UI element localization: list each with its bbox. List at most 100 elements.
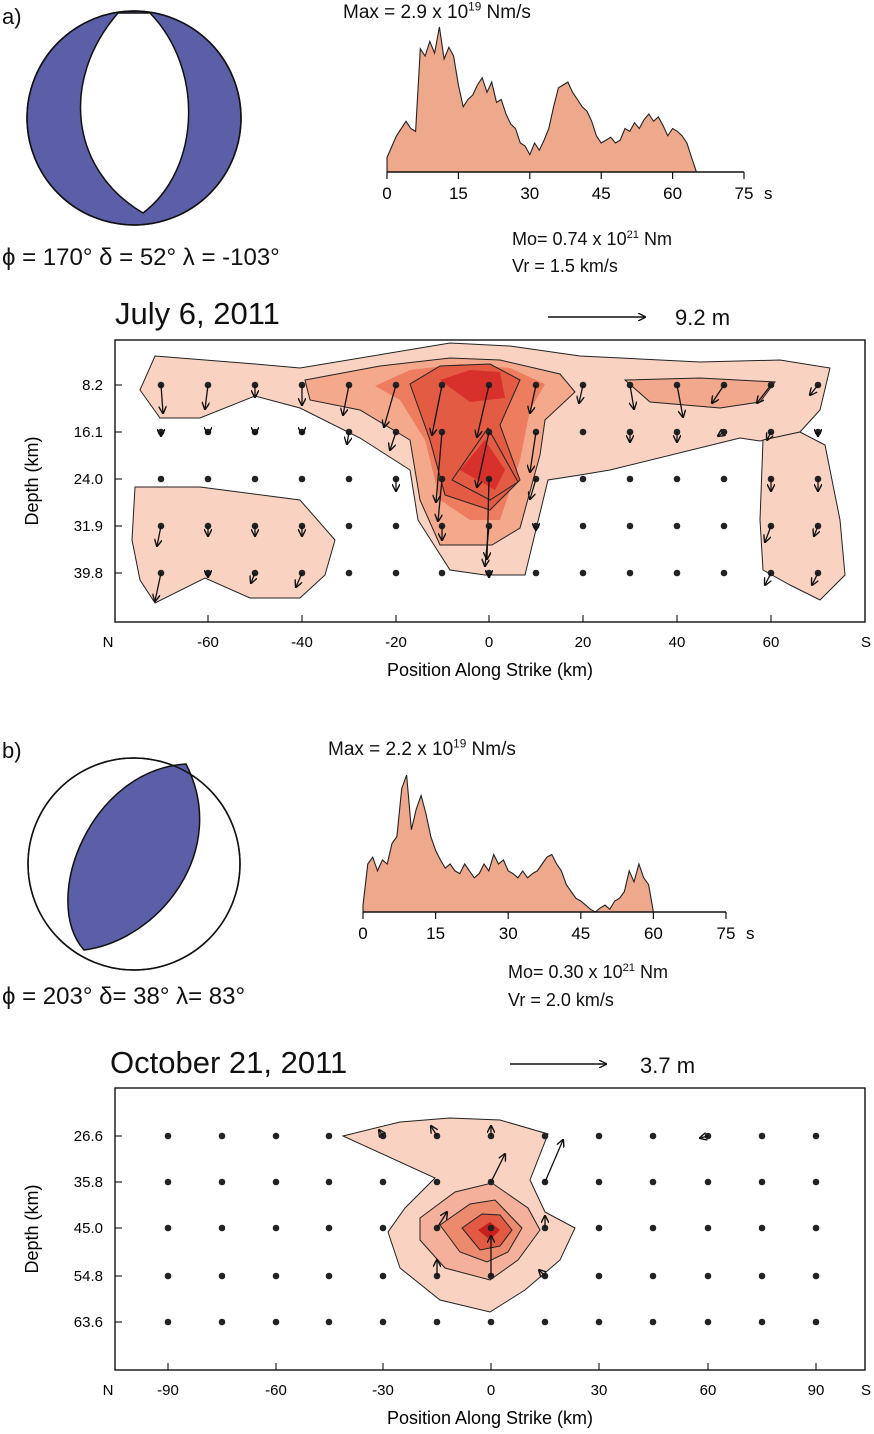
- panel-a-slip-scale-label: 9.2 m: [675, 305, 731, 330]
- panel-b-slip-arrow: [379, 1130, 383, 1136]
- panel-b-y-tick-label: 35.8: [74, 1174, 103, 1191]
- panel-b-focal-params: ϕ = 203° δ= 38° λ= 83°: [2, 983, 246, 1010]
- panel-b-subfault-marker: [704, 1178, 712, 1186]
- panel-b-subfault-marker: [379, 1272, 387, 1280]
- panel-a-subfault-marker: [579, 475, 587, 483]
- panel-b-slip-arrow: [700, 1136, 709, 1138]
- panel-a-slip-arrow: [767, 431, 771, 440]
- panel-b-subfault-marker: [272, 1224, 280, 1232]
- panel-a-slip-arrow: [161, 384, 163, 413]
- panel-b-slip-arrow: [539, 1270, 545, 1276]
- panel-b-subfault-marker: [325, 1132, 333, 1140]
- panel-a-stf-tick-label: 15: [449, 184, 468, 203]
- panel-a-slip-arrow: [530, 478, 537, 499]
- panel-a-x-tick-label: 20: [575, 634, 592, 651]
- panel-a-subfault-marker: [673, 569, 681, 577]
- panel-b-subfault-marker: [164, 1178, 172, 1186]
- panel-a-label: a): [2, 4, 22, 29]
- panel-b-rupture-velocity: Vr = 2.0 km/s: [508, 990, 614, 1010]
- panel-b-subfault-marker: [164, 1132, 172, 1140]
- panel-a-seismic-moment: Mo= 0.74 x 1021 Nm: [512, 229, 672, 249]
- panel-a-subfault-marker: [626, 475, 634, 483]
- panel-b-axes: 26.6 35.8 45.0 54.8 63.6 -90 -60 -30 0 30 60 90 N S Po…: [22, 1128, 871, 1428]
- panel-a-slip-contour-1c: [131, 486, 336, 604]
- panel-a-stf-tick-label: 60: [663, 184, 682, 203]
- panel-a-subfault-marker: [720, 522, 728, 530]
- panel-b-subfault-marker: [164, 1318, 172, 1326]
- panel-a-stf-tick-label: 30: [520, 184, 539, 203]
- panel-a-slip-arrow: [579, 384, 583, 403]
- panel-b-stf-tick-label: 0: [358, 924, 367, 943]
- panel-a-stf-area: [386, 26, 698, 173]
- panel-b-seismic-moment: Mo= 0.30 x 1021 Nm: [508, 962, 668, 982]
- panel-a-axes: 8.2 16.1 24.0 31.9 39.8 -60 -40 -20 0 20 40 60 N S Pos…: [22, 377, 871, 680]
- panel-a-subfault-marker: [626, 569, 634, 577]
- panel-b-y-tick-label: 26.6: [74, 1128, 103, 1145]
- panel-b-subfault-marker: [649, 1224, 657, 1232]
- panel-a-subfault-marker: [298, 475, 306, 483]
- panel-b-subfault-marker: [649, 1272, 657, 1280]
- panel-a-subfault-marker: [626, 522, 634, 530]
- panel-b-subfault-marker: [758, 1132, 766, 1140]
- panel-a-y-axis-title: Depth (km): [22, 436, 42, 525]
- panel-b-subfault-marker: [595, 1272, 603, 1280]
- panel-b-subfault-marker: [218, 1178, 226, 1186]
- panel-a-slip-arrow: [765, 525, 772, 542]
- panel-b-x-tick-label: -60: [265, 1382, 287, 1399]
- panel-b-subfault-marker: [812, 1132, 820, 1140]
- panel-b-stf-tick-label: 45: [571, 924, 590, 943]
- panel-b-x-end-north: N: [103, 1382, 114, 1399]
- panel-a-subfault-marker: [720, 475, 728, 483]
- panel-b-subfault-marker: [541, 1318, 549, 1326]
- panel-b-subfault-marker: [164, 1224, 172, 1232]
- panel-a-x-end-north: N: [103, 634, 114, 651]
- panel-b-subfault-marker: [325, 1318, 333, 1326]
- panel-a-x-tick-label: 60: [763, 634, 780, 651]
- panel-b-x-end-south: S: [861, 1382, 871, 1399]
- panel-a-slip-arrow: [485, 525, 489, 566]
- panel-a-x-tick-label: -20: [385, 634, 407, 651]
- panel-b-subfault-marker: [379, 1318, 387, 1326]
- panel-a-beachball-dilatation: [79, 12, 190, 214]
- panel-b-x-tick-label: 90: [808, 1382, 825, 1399]
- panel-a-slip-arrow: [810, 384, 819, 395]
- panel-b-max-moment-rate: Max = 2.2 x 1019 Nm/s: [328, 737, 516, 760]
- panel-a-source-time-function: 0 15 30 45 60 75 s: [382, 26, 773, 203]
- panel-b-beachball-compression: [67, 763, 201, 951]
- panel-b-x-tick-label: 0: [487, 1382, 495, 1399]
- panel-a-subfault-marker: [532, 569, 540, 577]
- panel-b-subfault-marker: [272, 1318, 280, 1326]
- panel-a-slip-arrow: [205, 384, 208, 409]
- panel-b-subfault-marker: [812, 1224, 820, 1232]
- panel-a-slip-contour-5: [440, 370, 505, 402]
- panel-b-subfault-marker: [758, 1318, 766, 1326]
- panel-a-x-tick-label: 0: [485, 634, 493, 651]
- panel-a-slip-arrow: [712, 384, 725, 403]
- panel-a-y-tick-label: 8.2: [82, 377, 103, 394]
- panel-a-x-end-south: S: [861, 634, 871, 651]
- panel-a-subfault-marker: [392, 522, 400, 530]
- panel-a-slip-arrow: [251, 572, 255, 583]
- panel-a-slip-arrow: [814, 525, 818, 536]
- panel-b-subfault-marker: [433, 1178, 441, 1186]
- panel-a-subfault-marker: [720, 569, 728, 577]
- panel-b-x-tick-label: 60: [700, 1382, 717, 1399]
- panel-b-subfault-marker: [704, 1224, 712, 1232]
- panel-b-y-axis-title: Depth (km): [22, 1184, 42, 1273]
- panel-a-slip-vectors: [155, 381, 821, 601]
- panel-a-subfault-marker: [345, 569, 353, 577]
- panel-b-subfault-marker: [325, 1178, 333, 1186]
- panel-b-subfault-marker: [704, 1318, 712, 1326]
- panel-b-slip-arrow: [436, 1212, 447, 1229]
- panel-a-y-tick-label: 39.8: [74, 565, 103, 582]
- panel-a-slip-arrow: [477, 384, 490, 437]
- panel-a-slip-arrow: [765, 572, 771, 585]
- panel-a-y-tick-label: 16.1: [74, 424, 103, 441]
- panel-a-stf-tick-label: 0: [382, 184, 391, 203]
- panel-a-subfault-marker: [438, 569, 446, 577]
- panel-b-subfault-marker: [433, 1318, 441, 1326]
- panel-b-subfault-marker: [595, 1178, 603, 1186]
- panel-a-slip-arrow: [384, 384, 397, 427]
- panel-b-subfault-marker: [218, 1132, 226, 1140]
